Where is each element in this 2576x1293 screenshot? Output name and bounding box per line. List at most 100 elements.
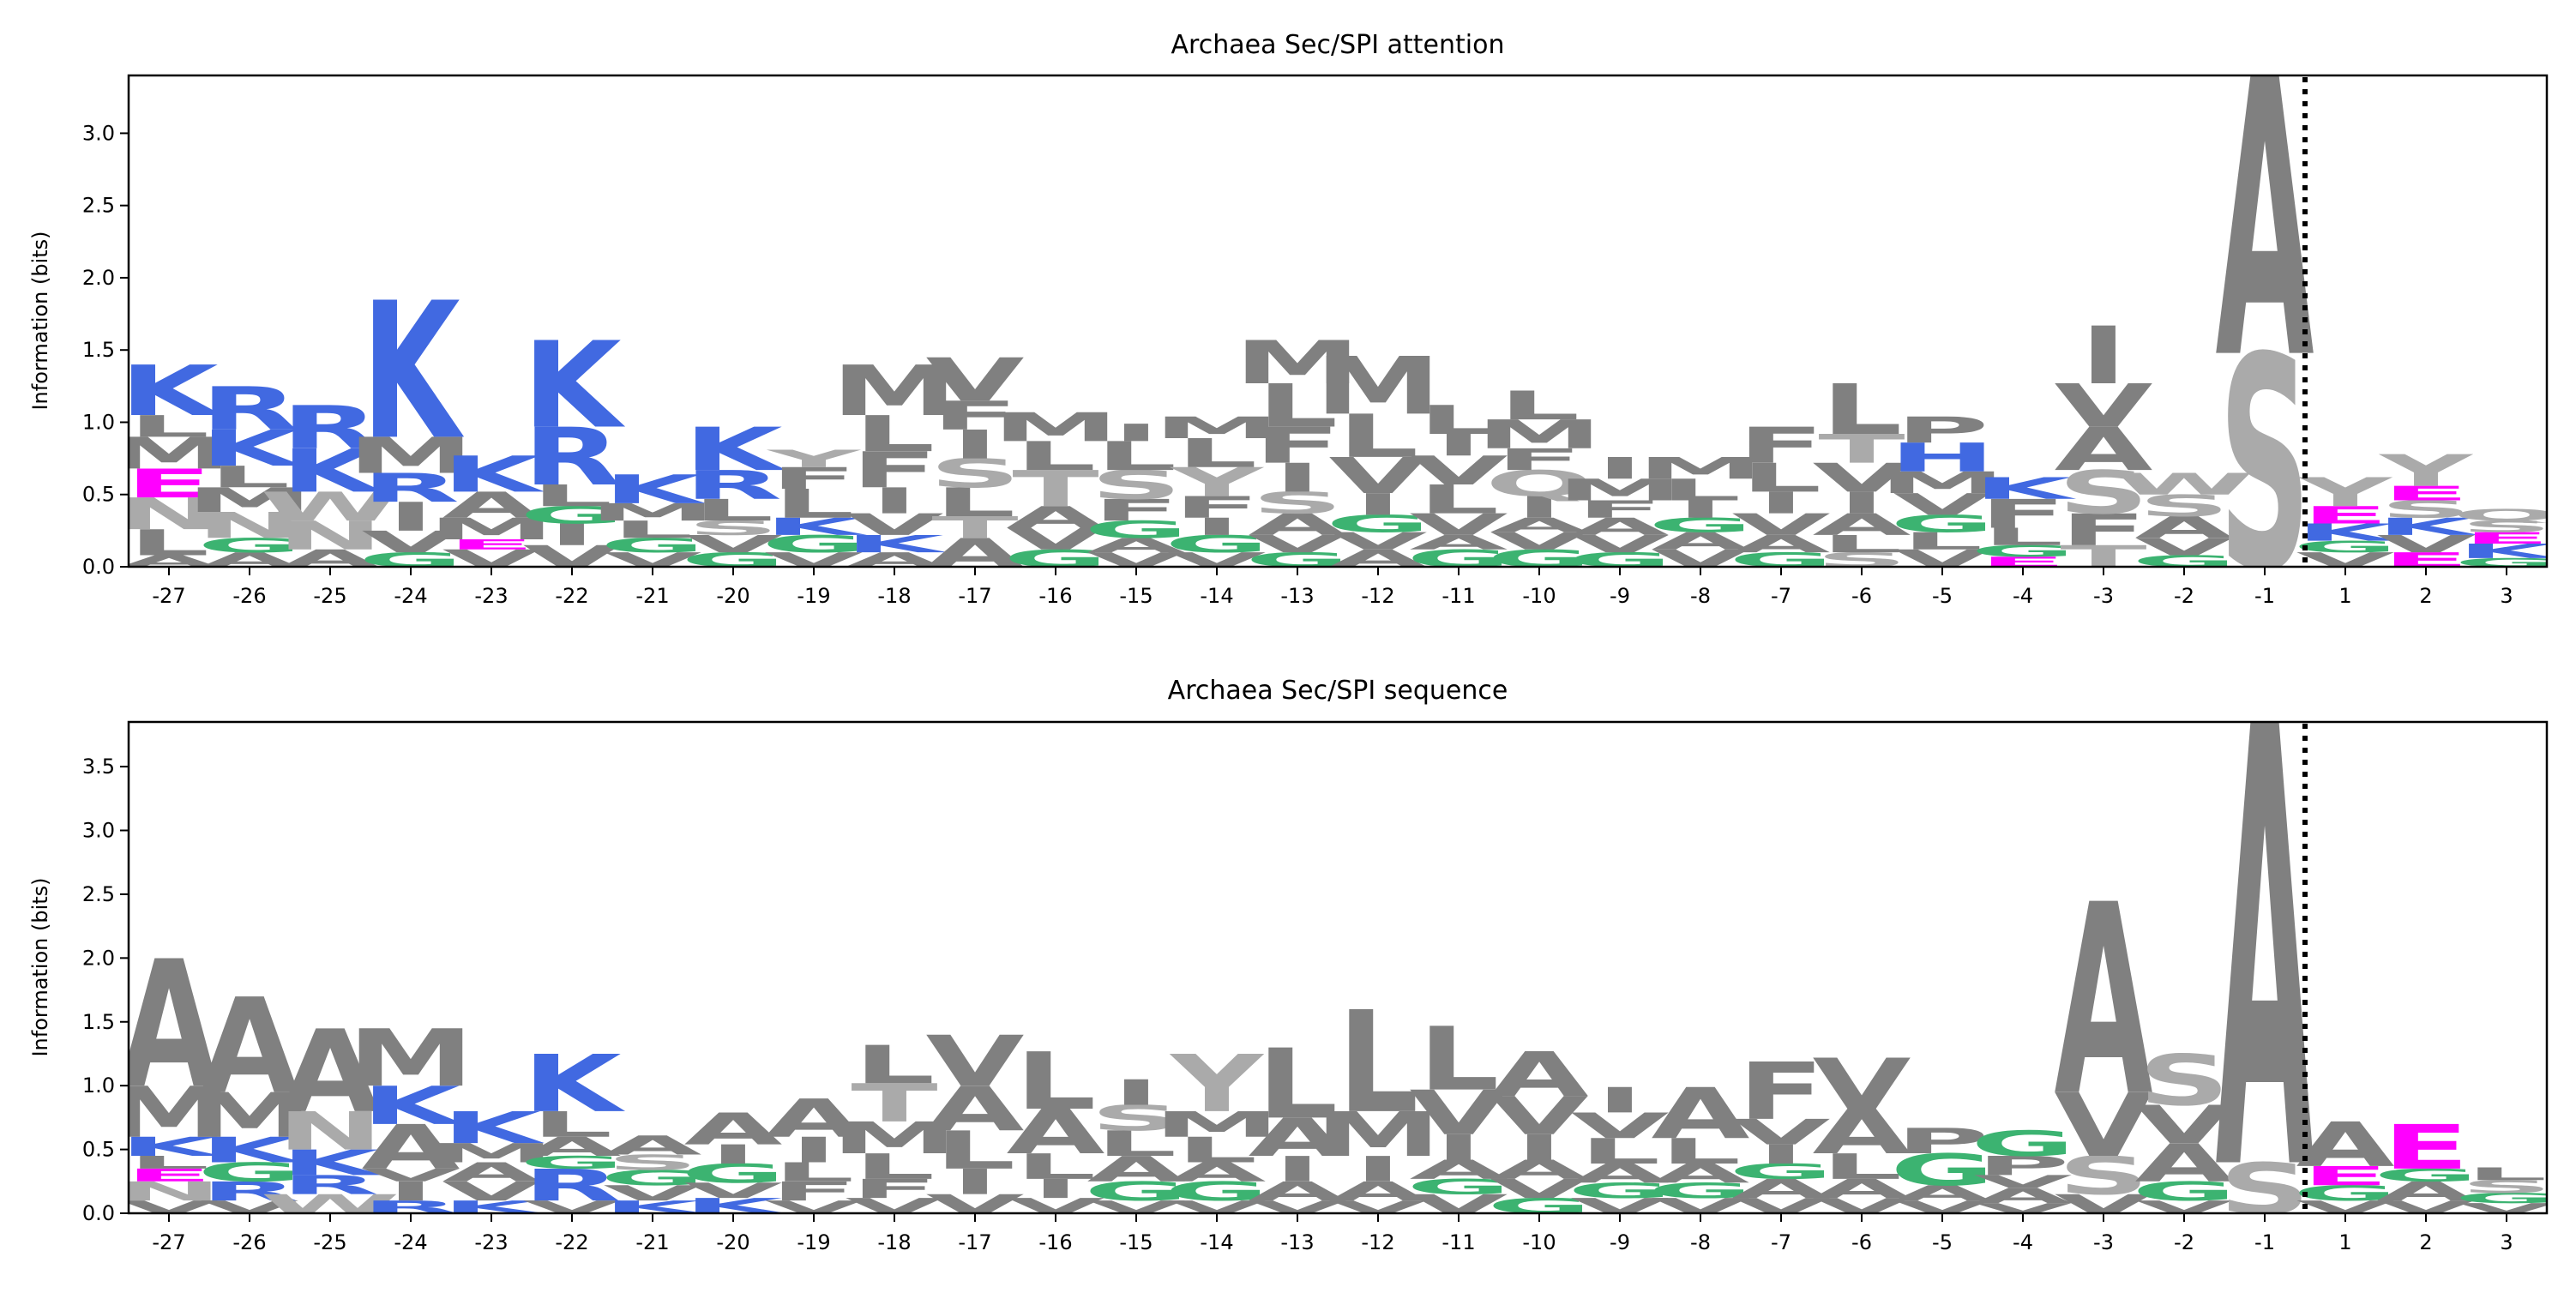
logo-letter: L <box>935 1120 1016 1181</box>
x-tick-label: -22 <box>555 1230 588 1254</box>
logo-letter: F <box>1496 442 1582 477</box>
logo-letter: T <box>851 1073 937 1134</box>
logo-letter: V <box>1490 1086 1589 1146</box>
logo-letter: I <box>1596 451 1643 485</box>
logo-letter: V <box>1329 1197 1428 1218</box>
logo-letter: N <box>277 513 383 559</box>
logo-letter: V <box>684 1179 783 1203</box>
logo-letter: G <box>2454 556 2559 569</box>
logo-letter: G <box>197 1158 302 1188</box>
logo-letter: V <box>1168 549 1267 572</box>
logo-letter: I <box>709 1140 756 1170</box>
logo-letter: F <box>1254 417 1341 475</box>
logo-letter: H <box>1889 435 1995 481</box>
logo-letter: A <box>1813 508 1911 542</box>
logo-letter: A <box>2216 0 2315 442</box>
logo-letter: G <box>358 549 463 572</box>
x-tick-label: -25 <box>313 1230 346 1254</box>
x-tick-label: 1 <box>2338 1230 2351 1254</box>
logo-letter: G <box>2454 1190 2559 1206</box>
logo-letter: M <box>428 512 555 546</box>
logo-letter: V <box>1249 1197 1347 1218</box>
logo-letter: A <box>362 1112 460 1183</box>
x-tick-label: -14 <box>1200 1230 1233 1254</box>
logo-letter: A <box>1490 1040 1589 1111</box>
logo-letter: Y <box>1169 460 1265 506</box>
logo-letter: A <box>281 545 380 573</box>
logo-letter: M <box>1315 340 1441 432</box>
logo-letter: A <box>201 971 299 1124</box>
logo-letter: E <box>125 1165 212 1186</box>
logo-letter: V <box>2296 549 2395 572</box>
x-tick-label: -15 <box>1119 1230 1153 1254</box>
logo-letter: L <box>129 410 210 444</box>
logo-letter: L <box>1821 531 1903 558</box>
logo-letter: V <box>1410 1078 1508 1149</box>
logo-letter: K <box>603 466 706 513</box>
logo-letter: G <box>2132 1176 2236 1207</box>
logo-letter: S <box>2057 1146 2149 1206</box>
logo-letter: S <box>2138 1041 2230 1122</box>
logo-letter: V <box>2135 533 2234 561</box>
x-tick-label: -13 <box>1280 584 1314 608</box>
logo-letter: K <box>119 352 223 432</box>
x-tick-label: 1 <box>2338 584 2351 608</box>
logo-letter: S <box>2139 489 2230 523</box>
logo-letter: K <box>280 1143 383 1184</box>
y-tick-label: 0.0 <box>82 1201 115 1225</box>
logo-letter: V <box>1087 1197 1186 1218</box>
logo-letter: E <box>2382 482 2469 505</box>
logo-letter: V <box>1329 447 1428 505</box>
logo-letter: A <box>1329 1176 1428 1207</box>
logo-letter: K <box>361 263 464 482</box>
logo-letter: G <box>1729 549 1833 572</box>
plot-frame <box>127 720 2549 1215</box>
x-tick-label: -22 <box>555 584 588 608</box>
logo-letter: K <box>522 316 625 454</box>
logo-letter: A <box>1813 1098 1911 1169</box>
logo-letter: A <box>2055 849 2153 1154</box>
logo-letter: L <box>1418 477 1500 523</box>
x-tick-label: -8 <box>1690 584 1711 608</box>
y-tick-label: 2.5 <box>82 882 115 906</box>
logo-letter: A <box>1490 514 1589 537</box>
logo-letter: L <box>1418 397 1500 443</box>
logo-letter: A <box>2135 1133 2234 1194</box>
logo-letter: V <box>523 539 622 574</box>
logo-letter: V <box>1893 1197 1992 1218</box>
x-tick-label: -11 <box>1441 1230 1475 1254</box>
logo-letter: I <box>1757 486 1804 520</box>
logo-letter: N <box>277 1101 383 1162</box>
logo-letter: M <box>831 1113 958 1164</box>
logo-letter: I <box>1676 496 1724 523</box>
logo-letter: V <box>684 531 783 558</box>
logo-letter: A <box>1168 1158 1267 1188</box>
logo-letter: L <box>1177 1130 1258 1171</box>
logo-letter: Y <box>2297 469 2393 515</box>
logo-letter: V <box>604 549 702 572</box>
logo-letter: L <box>532 478 613 513</box>
logo-letter: I <box>1838 486 1885 520</box>
logo-letter: K <box>522 1038 625 1130</box>
logo-letter: L <box>1660 1131 1742 1172</box>
logo-letter: I <box>1354 488 1401 522</box>
x-tick-label: -20 <box>716 584 749 608</box>
x-tick-label: -26 <box>232 1230 266 1254</box>
logo-letter: S <box>1090 1098 1182 1139</box>
logo-letter: V <box>1410 1189 1508 1220</box>
logo-letter: A <box>201 549 299 572</box>
logo-letter: I <box>790 1130 837 1171</box>
logo-letter: V <box>1813 1194 1911 1218</box>
logo-letter: L <box>693 493 774 527</box>
x-tick-label: -17 <box>958 584 991 608</box>
logo-letter: G <box>1003 545 1108 573</box>
logo-letter: A <box>1813 1174 1911 1205</box>
logo-letter: G <box>197 534 302 557</box>
logo-letter: R <box>362 465 460 511</box>
logo-letter: I <box>1435 428 1482 462</box>
logo-letter: V <box>2055 1189 2153 1220</box>
y-tick-label: 1.0 <box>82 410 115 434</box>
logo-letter: K <box>2296 519 2399 546</box>
logo-letter: M <box>1153 1104 1280 1146</box>
logo-letter: S <box>687 517 779 540</box>
